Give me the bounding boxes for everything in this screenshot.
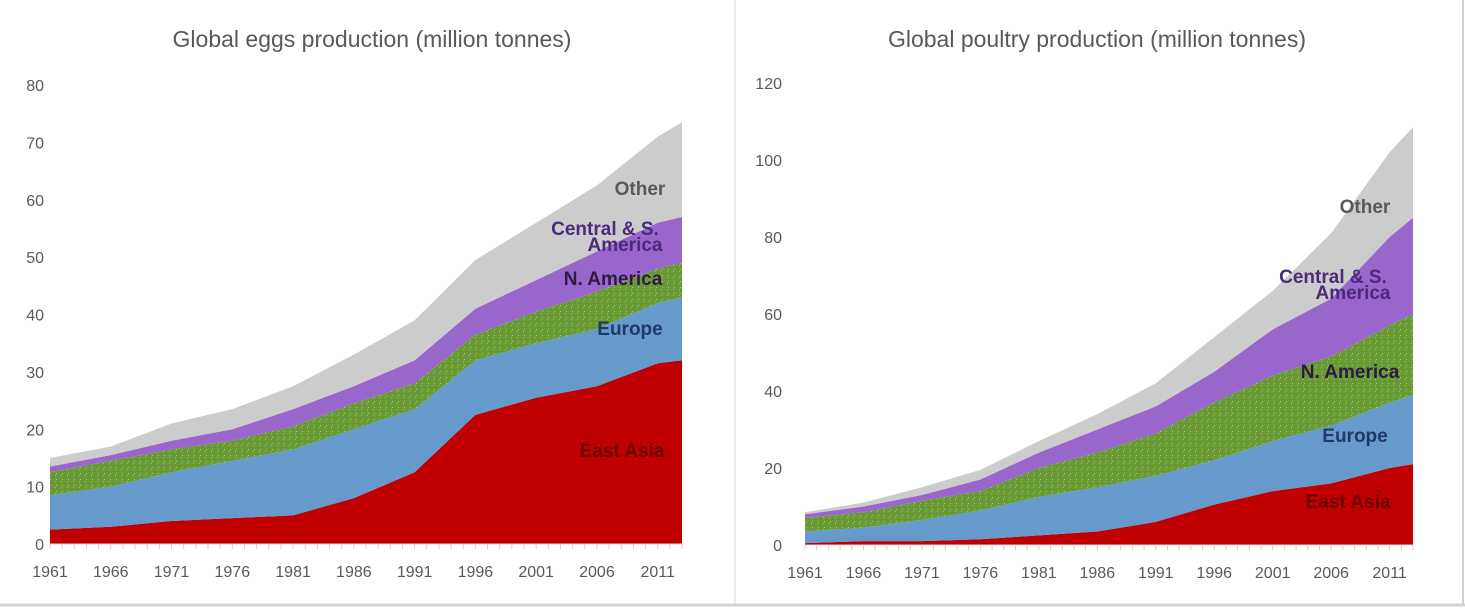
series-label: N. America	[564, 269, 663, 290]
area-east-asia	[805, 464, 1413, 545]
x-tick-label: 1991	[397, 564, 433, 581]
area-central-s-america	[805, 217, 1413, 519]
series-label: Central & S.	[1279, 267, 1387, 288]
y-tick-label: 40	[26, 308, 44, 325]
area-east-asia	[50, 360, 682, 544]
y-tick-label: 20	[764, 461, 782, 478]
x-tick-label: 1971	[904, 565, 940, 582]
x-tick-label: 2011	[640, 564, 675, 581]
x-tick-label: 2001	[1255, 565, 1291, 582]
series-label: Europe	[1322, 426, 1387, 447]
x-tick-label: 1986	[336, 564, 372, 581]
area-europe	[805, 394, 1413, 544]
series-label: Central & S.	[551, 219, 659, 240]
y-tick-label: 100	[755, 153, 782, 170]
x-tick-label: 1996	[458, 564, 494, 581]
series-label: America	[1316, 283, 1391, 304]
eggs-chart: Global eggs production (million tonnes) …	[26, 26, 683, 581]
series-label: N. America	[1301, 362, 1400, 383]
y-tick-label: 80	[26, 78, 44, 95]
y-tick-label: 70	[26, 135, 44, 152]
y-tick-label: 40	[764, 384, 782, 401]
series-label: Other	[615, 179, 666, 200]
series-label: Europe	[597, 319, 662, 340]
x-tick-label: 1976	[963, 565, 999, 582]
area-n-america	[805, 314, 1413, 532]
series-label: East Asia	[580, 441, 665, 462]
x-tick-label: 2001	[518, 564, 554, 581]
x-tick-label: 2006	[579, 564, 615, 581]
poultry-chart-title: Global poultry production (million tonne…	[888, 26, 1306, 52]
x-tick-label: 1996	[1196, 565, 1232, 582]
x-tick-label: 1966	[93, 564, 129, 581]
area-europe	[50, 297, 682, 530]
area-central-s-america	[50, 216, 682, 473]
y-tick-label: 10	[26, 480, 44, 497]
y-tick-label: 20	[26, 422, 44, 439]
poultry-chart: Global poultry production (million tonne…	[755, 26, 1414, 582]
y-tick-label: 60	[26, 193, 44, 210]
y-tick-label: 0	[773, 538, 782, 555]
x-tick-label: 1961	[787, 565, 823, 582]
x-tick-label: 1966	[846, 565, 882, 582]
x-tick-label: 1991	[1138, 565, 1174, 582]
x-tick-label: 1986	[1080, 565, 1116, 582]
area-n-america	[50, 262, 682, 496]
x-tick-label: 1981	[275, 564, 311, 581]
y-tick-label: 30	[26, 365, 44, 382]
x-tick-label: 1971	[154, 564, 190, 581]
y-tick-label: 0	[35, 537, 44, 554]
x-tick-label: 2006	[1313, 565, 1349, 582]
series-label: Other	[1340, 197, 1391, 218]
x-tick-label: 2011	[1372, 565, 1407, 582]
y-tick-label: 60	[764, 307, 782, 324]
x-tick-label: 1961	[32, 564, 68, 581]
x-tick-label: 1976	[215, 564, 251, 581]
y-tick-label: 120	[755, 76, 782, 93]
series-label: East Asia	[1306, 492, 1391, 513]
x-tick-label: 1981	[1021, 565, 1057, 582]
y-tick-label: 80	[764, 230, 782, 247]
eggs-chart-title: Global eggs production (million tonnes)	[173, 26, 572, 52]
y-tick-label: 50	[26, 250, 44, 267]
series-label: America	[588, 235, 663, 256]
